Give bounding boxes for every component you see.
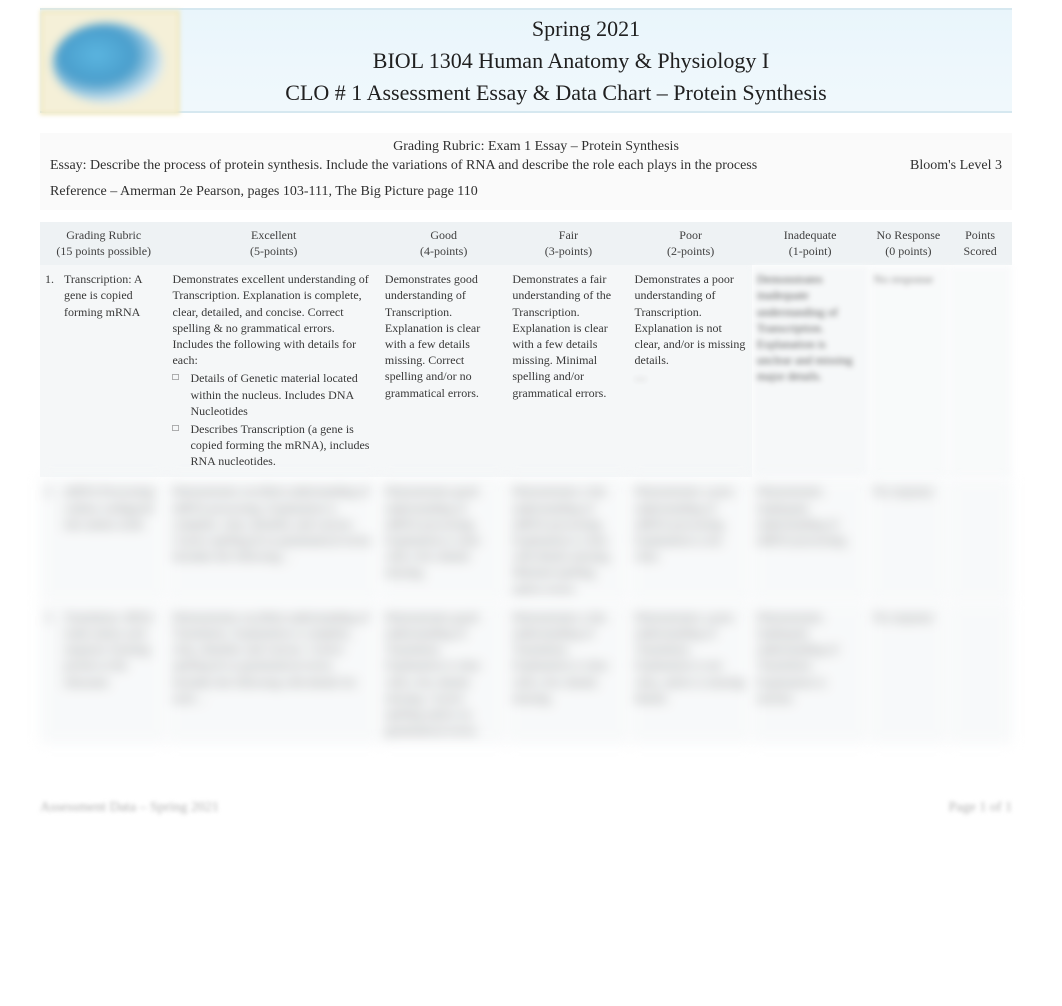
table-header-row: Grading Rubric (15 points possible) Exce… xyxy=(40,222,1012,265)
bullet-icon: □ xyxy=(172,421,178,470)
bullet-text: Describes Transcription (a gene is copie… xyxy=(191,421,375,470)
poor-cell: Demonstrates a poor understanding of Tra… xyxy=(630,603,752,745)
poor-text: Demonstrates a poor understanding of Tra… xyxy=(635,271,747,368)
criterion-label: Grading Rubric xyxy=(66,228,141,242)
noresponse-points: (0 points) xyxy=(885,244,931,258)
excellent-points: (5-points) xyxy=(250,244,297,258)
criterion-text: Translation: tRNA reads amino acid seque… xyxy=(64,609,162,690)
poor-label: Poor xyxy=(679,228,702,242)
poor-cell: Demonstrates a poor understanding of mRN… xyxy=(630,477,752,602)
good-cell: Demonstrates good understanding of Trans… xyxy=(380,603,507,745)
essay-prompt: Essay: Describe the process of protein s… xyxy=(50,158,757,174)
fair-cell: Demonstrates a fair understanding of Tra… xyxy=(507,603,629,745)
document-page: Spring 2021 BIOL 1304 Human Anatomy & Ph… xyxy=(40,8,1012,744)
list-item: □ Describes Transcription (a gene is cop… xyxy=(172,421,374,470)
noresponse-label: No Response xyxy=(877,228,941,242)
excellent-cell: Demonstrates excellent understanding of … xyxy=(167,477,379,602)
criterion-num: 1. xyxy=(45,271,54,287)
col-noresponse-header: No Response (0 points) xyxy=(869,222,949,265)
good-cell: Demonstrates good understanding of Trans… xyxy=(380,265,507,477)
col-poor-header: Poor (2-points) xyxy=(630,222,752,265)
table-row: 3. Translation: tRNA reads amino acid se… xyxy=(40,603,1012,745)
rubric-table: Grading Rubric (15 points possible) Exce… xyxy=(40,222,1012,744)
col-excellent-header: Excellent (5-points) xyxy=(167,222,379,265)
subheader-block: Grading Rubric: Exam 1 Essay – Protein S… xyxy=(40,133,1012,210)
inadequate-points: (1-point) xyxy=(789,244,832,258)
table-row: 2. mRNA Processing: codons configured in… xyxy=(40,477,1012,602)
course-title: BIOL 1304 Human Anatomy & Physiology I xyxy=(40,48,1012,74)
good-points: (4-points) xyxy=(420,244,467,258)
criterion-cell: 1. Transcription: A gene is copied formi… xyxy=(40,265,167,477)
fair-cell: Demonstrates a fair understanding of mRN… xyxy=(507,477,629,602)
scored-label: Points Scored xyxy=(963,228,996,258)
criterion-text: mRNA Processing: codons configured into … xyxy=(64,483,162,532)
fair-cell: Demonstrates a fair understanding of the… xyxy=(507,265,629,477)
criterion-cell: 3. Translation: tRNA reads amino acid se… xyxy=(40,603,167,745)
noresponse-cell: No response xyxy=(869,477,949,602)
poor-extra: … xyxy=(635,368,747,384)
term-title: Spring 2021 xyxy=(40,16,1012,42)
col-fair-header: Fair (3-points) xyxy=(507,222,629,265)
bullet-icon: □ xyxy=(172,370,178,419)
header-band: Spring 2021 BIOL 1304 Human Anatomy & Ph… xyxy=(40,8,1012,113)
footer-left: Assessment Data – Spring 2021 xyxy=(40,800,219,816)
excellent-intro: Demonstrates excellent understanding of … xyxy=(172,271,374,368)
footer-bar: Assessment Data – Spring 2021 Page 1 of … xyxy=(40,800,1012,816)
col-scored-header: Points Scored xyxy=(948,222,1012,265)
reference-text: Reference – Amerman 2e Pearson, pages 10… xyxy=(50,184,1002,200)
noresponse-cell: No response xyxy=(869,265,949,477)
inadequate-label: Inadequate xyxy=(784,228,837,242)
col-criterion-header: Grading Rubric (15 points possible) xyxy=(40,222,167,265)
excellent-label: Excellent xyxy=(251,228,296,242)
inadequate-cell: Demonstrates inadequate understanding of… xyxy=(752,603,869,745)
scored-cell xyxy=(948,265,1012,477)
assessment-title: CLO # 1 Assessment Essay & Data Chart – … xyxy=(40,80,1012,106)
poor-points: (2-points) xyxy=(667,244,714,258)
excellent-cell: Demonstrates excellent understanding of … xyxy=(167,603,379,745)
fair-label: Fair xyxy=(559,228,578,242)
criterion-num: 3. xyxy=(45,609,54,625)
poor-cell: Demonstrates a poor understanding of Tra… xyxy=(630,265,752,477)
bullet-text: Details of Genetic material located with… xyxy=(191,370,375,419)
fair-points: (3-points) xyxy=(545,244,592,258)
col-inadequate-header: Inadequate (1-point) xyxy=(752,222,869,265)
criterion-cell: 2. mRNA Processing: codons configured in… xyxy=(40,477,167,602)
essay-row: Essay: Describe the process of protein s… xyxy=(50,158,1002,174)
criterion-text: Transcription: A gene is copied forming … xyxy=(64,271,162,320)
footer-right: Page 1 of 1 xyxy=(949,800,1012,816)
noresponse-cell: No response xyxy=(869,603,949,745)
header-text-block: Spring 2021 BIOL 1304 Human Anatomy & Ph… xyxy=(40,16,1012,106)
scored-cell xyxy=(948,603,1012,745)
excellent-bullets: □ Details of Genetic material located wi… xyxy=(172,370,374,469)
col-good-header: Good (4-points) xyxy=(380,222,507,265)
inadequate-cell: Demonstrates inadequate understanding of… xyxy=(752,477,869,602)
excellent-cell: Demonstrates excellent understanding of … xyxy=(167,265,379,477)
inadequate-cell: Demonstrates inadequate understanding of… xyxy=(752,265,869,477)
rubric-title: Grading Rubric: Exam 1 Essay – Protein S… xyxy=(50,139,1002,155)
list-item: □ Details of Genetic material located wi… xyxy=(172,370,374,419)
good-cell: Demonstrates good understanding of mRNA … xyxy=(380,477,507,602)
good-label: Good xyxy=(430,228,457,242)
criterion-sub: (15 points possible) xyxy=(56,244,151,258)
criterion-num: 2. xyxy=(45,483,54,499)
scored-cell xyxy=(948,477,1012,602)
bloom-level: Bloom's Level 3 xyxy=(910,158,1002,174)
table-row: 1. Transcription: A gene is copied formi… xyxy=(40,265,1012,477)
